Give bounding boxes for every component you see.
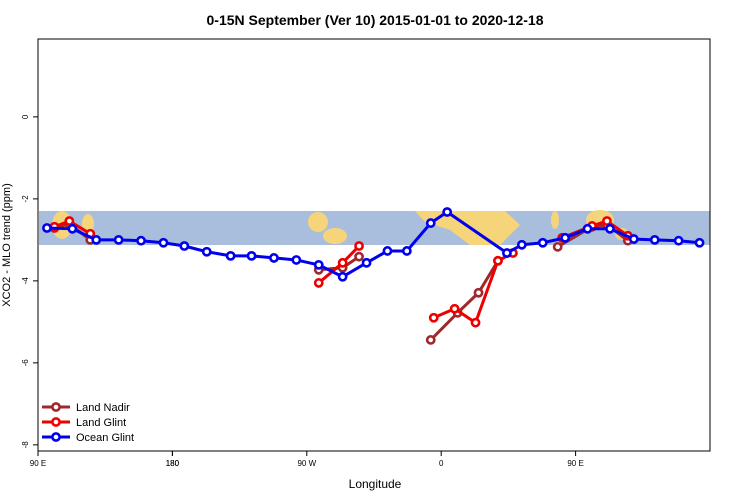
x-tick-label: 90 W [297, 459, 316, 468]
legend: Land Nadir Land Glint Ocean Glint [42, 402, 134, 444]
point [602, 216, 612, 226]
point [354, 251, 364, 262]
x-tick-label: 180 [166, 459, 180, 468]
point [425, 218, 436, 228]
land [323, 228, 347, 244]
y-tick-label: -6 [21, 359, 30, 367]
point [201, 246, 212, 257]
legend-label: Land Glint [76, 417, 126, 429]
point [382, 246, 393, 256]
y-tick-label: -2 [21, 195, 30, 203]
y-tick-label: -4 [21, 277, 30, 285]
x-tick-label: 0 [439, 459, 444, 468]
series-line [429, 260, 500, 341]
point [337, 257, 348, 268]
point [428, 312, 439, 323]
x-axis-label: Longitude [349, 477, 402, 491]
point [582, 223, 593, 234]
point [552, 241, 563, 252]
y-tick-label: 0 [21, 114, 30, 119]
point [269, 253, 279, 263]
point [313, 278, 324, 288]
point [64, 216, 75, 226]
y-axis-label: XCO2 - MLO trend (ppm) [1, 183, 13, 306]
point [694, 237, 705, 248]
legend-label: Land Nadir [76, 402, 130, 414]
point [246, 250, 257, 261]
point [560, 232, 571, 243]
point [537, 237, 548, 248]
point [449, 303, 460, 314]
legend-marker [51, 432, 61, 442]
land [551, 211, 559, 229]
point [67, 223, 78, 234]
point [493, 255, 503, 266]
point [113, 234, 124, 245]
point [225, 250, 236, 261]
y-tick-label: -8 [21, 441, 30, 449]
series [42, 207, 705, 282]
land [415, 211, 520, 245]
point [361, 257, 372, 268]
point [628, 234, 639, 244]
plot-frame [37, 38, 711, 452]
point [605, 223, 615, 234]
land [308, 212, 328, 232]
x-tick-label: 90 E [30, 459, 46, 468]
point [442, 207, 453, 217]
x-tick-label: 180 [166, 459, 180, 468]
point [425, 335, 436, 345]
point [401, 246, 412, 256]
point [42, 223, 52, 233]
chart-title: 0-15N September (Ver 10) 2015-01-01 to 2… [207, 12, 544, 28]
point [673, 235, 684, 246]
x-tick-label: 90 E [567, 459, 583, 468]
point [291, 255, 302, 265]
legend-label: Ocean Glint [76, 432, 134, 444]
point [337, 271, 348, 282]
point [502, 248, 512, 258]
point [91, 234, 102, 245]
legend-marker [51, 417, 61, 427]
point [473, 287, 484, 298]
legend-marker [51, 402, 61, 412]
point [179, 241, 190, 251]
point [354, 241, 364, 251]
point [516, 239, 527, 250]
point [158, 237, 169, 248]
point [313, 259, 324, 270]
point [470, 317, 481, 328]
point [136, 235, 146, 246]
point [649, 234, 660, 245]
